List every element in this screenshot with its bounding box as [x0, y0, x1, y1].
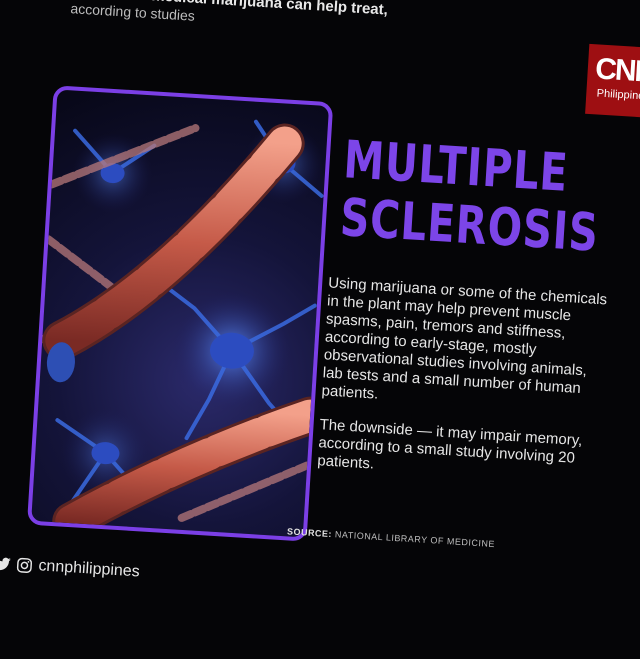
page-title: MULTIPLE SCLEROSIS: [338, 130, 603, 264]
description-paragraph-2: The downside — it may impair memory, acc…: [316, 416, 583, 473]
social-handle-bar: cnnphilippines: [0, 555, 140, 582]
description: Using marijuana or some of the chemicals…: [316, 274, 614, 503]
source-text: NATIONAL LIBRARY OF MEDICINE: [334, 529, 496, 550]
description-paragraph-1: Using marijuana or some of the chemicals…: [321, 274, 608, 403]
source-credit: SOURCE: NATIONAL LIBRARY OF MEDICINE: [287, 526, 495, 549]
twitter-icon[interactable]: [0, 557, 11, 572]
cnn-philippines-logo: CNN Philippines: [585, 43, 640, 119]
neuron-illustration: [26, 85, 334, 542]
neuron-graphic: [38, 119, 330, 538]
instagram-icon[interactable]: [16, 557, 33, 574]
logo-region: Philippines: [596, 87, 640, 103]
logo-brand: CNN: [594, 52, 640, 89]
social-handle[interactable]: cnnphilippines: [37, 557, 141, 581]
